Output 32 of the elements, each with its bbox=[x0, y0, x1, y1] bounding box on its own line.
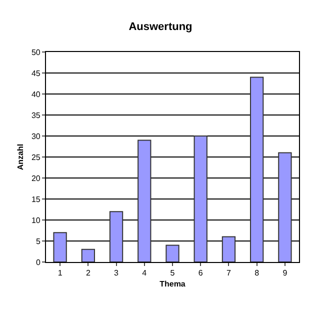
y-axis-title: Anzahl bbox=[16, 144, 26, 170]
bar bbox=[194, 136, 208, 262]
y-tick-label: 10 bbox=[31, 216, 41, 225]
y-tick-label: 20 bbox=[31, 174, 41, 183]
y-tick-label: 45 bbox=[31, 68, 41, 78]
x-tick-label: 9 bbox=[282, 268, 288, 278]
bar bbox=[166, 244, 180, 262]
bar bbox=[138, 140, 152, 262]
chart-title: Auswertung bbox=[128, 21, 192, 34]
bar bbox=[53, 232, 67, 262]
x-tick-label: 7 bbox=[226, 268, 232, 278]
bar bbox=[109, 211, 124, 262]
x-axis-title: Thema bbox=[160, 280, 186, 289]
x-tick-label: 8 bbox=[254, 268, 260, 278]
y-tick-label: 15 bbox=[31, 194, 41, 204]
y-tick-label: 40 bbox=[31, 90, 41, 99]
x-tick-label: 2 bbox=[86, 268, 91, 278]
x-tick-label: 4 bbox=[142, 268, 148, 278]
y-tick-label: 50 bbox=[31, 48, 41, 57]
y-tick-label: 30 bbox=[31, 132, 41, 141]
x-tick-label: 3 bbox=[114, 268, 120, 278]
y-tick-label: 0 bbox=[36, 258, 41, 267]
x-tick-label: 1 bbox=[58, 268, 63, 278]
y-tick-label: 35 bbox=[31, 110, 41, 120]
bar bbox=[278, 152, 292, 262]
y-tick-label: 5 bbox=[36, 236, 41, 246]
x-tick-label: 5 bbox=[170, 268, 176, 278]
y-tick-label: 25 bbox=[31, 152, 41, 162]
x-tick-label: 6 bbox=[198, 268, 204, 278]
bar bbox=[250, 76, 264, 262]
bar bbox=[81, 248, 95, 262]
bar bbox=[222, 236, 236, 262]
